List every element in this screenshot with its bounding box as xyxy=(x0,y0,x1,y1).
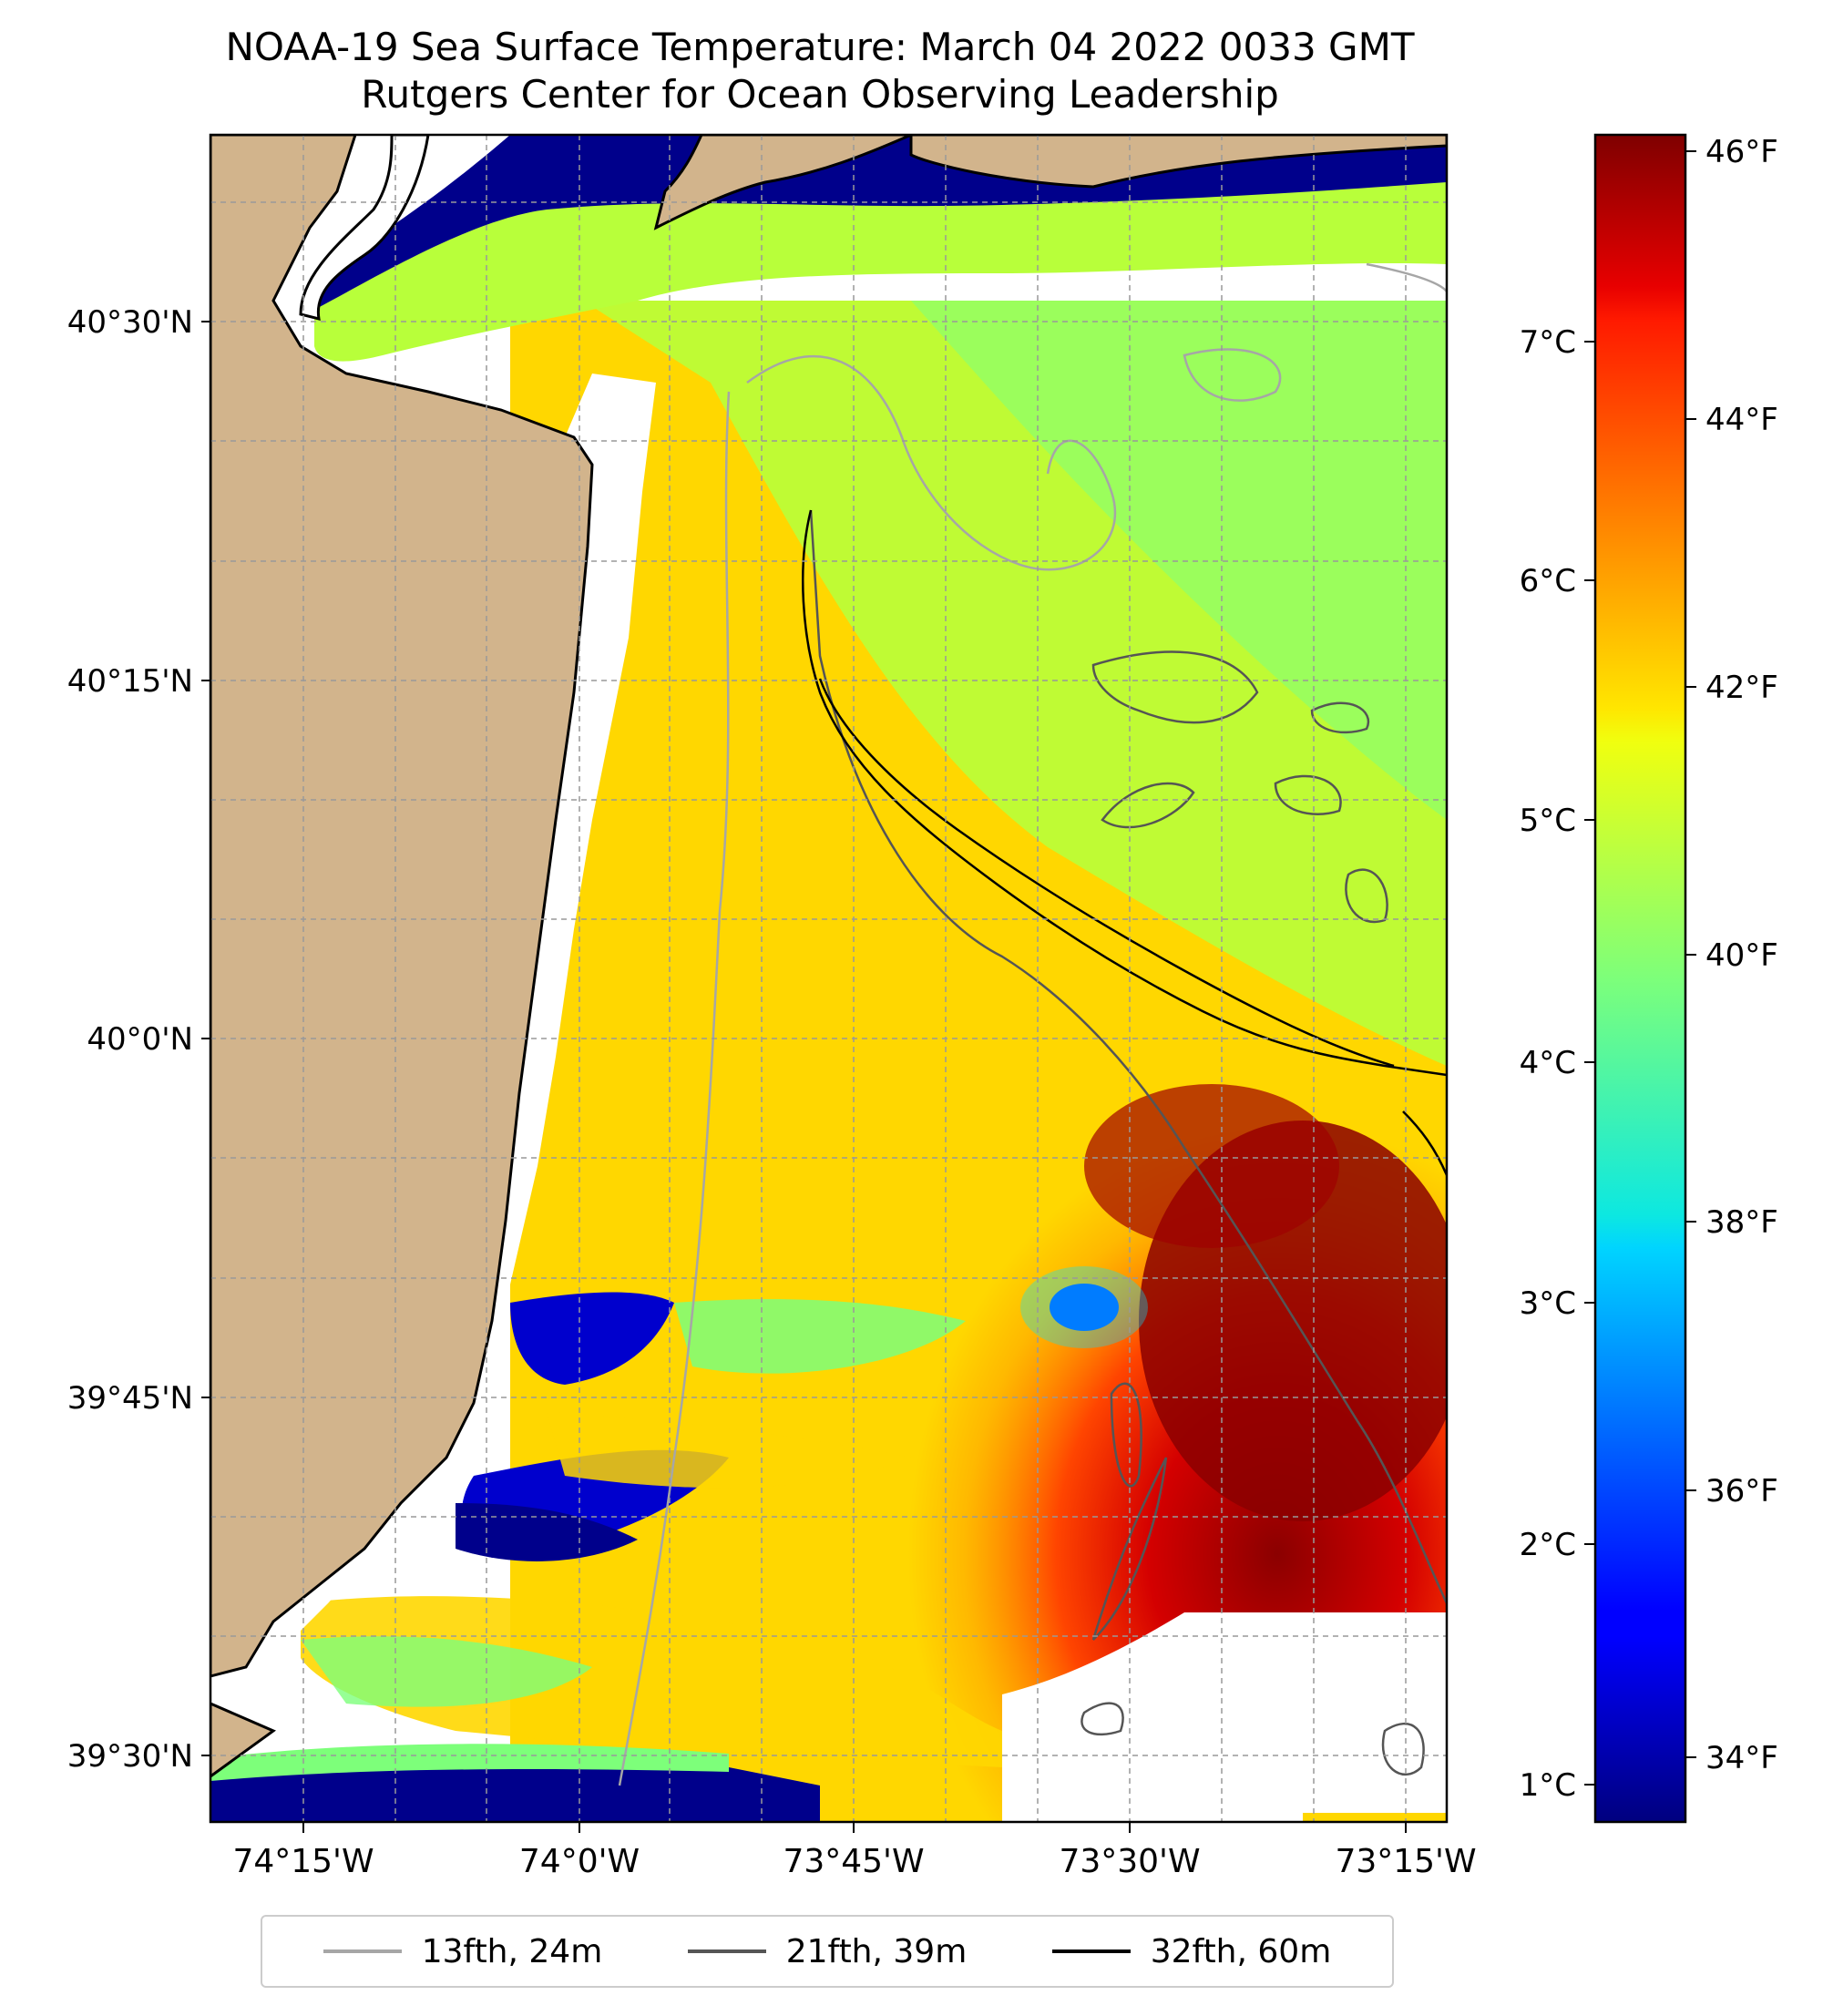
fahrenheit-label: 44°F xyxy=(1705,402,1778,438)
colorbar-fahrenheit-ticks xyxy=(1685,150,1696,1758)
lon-labels: 74°15'W 74°0'W 73°45'W 73°30'W 73°15'W xyxy=(232,1843,1476,1880)
legend-label: 13fth, 24m xyxy=(421,1932,603,1970)
colorbar-celsius-labels: 7°C 6°C 5°C 4°C 3°C 2°C 1°C xyxy=(1520,324,1576,1804)
map-panel xyxy=(210,135,1447,1822)
isobath-21fth xyxy=(809,509,1447,1604)
cold-filament xyxy=(510,1292,674,1385)
no-data-area xyxy=(1002,1612,1447,1822)
map-title: NOAA-19 Sea Surface Temperature: March 0… xyxy=(225,25,1415,69)
lat-label: 39°45'N xyxy=(67,1380,193,1417)
land-new-jersey xyxy=(210,135,594,1678)
lat-label: 39°30'N xyxy=(67,1738,193,1775)
lon-label: 74°0'W xyxy=(519,1843,640,1880)
legend-item-21fth: 21fth, 39m xyxy=(687,1932,968,1970)
lat-label: 40°15'N xyxy=(67,663,193,700)
celsius-label: 7°C xyxy=(1520,324,1576,361)
map-subtitle: Rutgers Center for Ocean Observing Leade… xyxy=(361,72,1279,117)
graticule xyxy=(210,135,1447,1822)
lon-label: 73°45'W xyxy=(783,1843,924,1880)
lon-ticks xyxy=(302,1822,1407,1833)
lon-label: 73°15'W xyxy=(1335,1843,1476,1880)
lon-label: 74°15'W xyxy=(232,1843,374,1880)
fahrenheit-label: 46°F xyxy=(1705,134,1778,170)
celsius-label: 5°C xyxy=(1520,803,1576,839)
lat-labels: 40°30'N 40°15'N 40°0'N 39°45'N 39°30'N xyxy=(67,304,193,1775)
lat-label: 40°0'N xyxy=(87,1021,193,1058)
isobath-legend: 13fth, 24m 21fth, 39m 32fth, 60m xyxy=(261,1915,1394,1988)
fahrenheit-label: 40°F xyxy=(1705,937,1778,974)
colorbar xyxy=(1593,133,1687,1824)
legend-label: 21fth, 39m xyxy=(785,1932,968,1970)
lat-ticks xyxy=(201,321,210,1756)
fahrenheit-label: 38°F xyxy=(1705,1204,1778,1241)
celsius-label: 4°C xyxy=(1520,1045,1576,1081)
sst-north-band xyxy=(314,178,1447,362)
celsius-label: 2°C xyxy=(1520,1527,1576,1563)
legend-line-32fth xyxy=(1051,1949,1131,1953)
celsius-label: 1°C xyxy=(1520,1767,1576,1804)
colorbar-celsius-ticks xyxy=(1584,341,1595,1786)
lat-label: 40°30'N xyxy=(67,304,193,341)
lon-label: 73°30'W xyxy=(1059,1843,1200,1880)
isobath-13fth xyxy=(746,354,1117,571)
land-long-island xyxy=(653,135,912,230)
celsius-label: 6°C xyxy=(1520,563,1576,599)
legend-line-21fth xyxy=(687,1949,766,1953)
legend-item-32fth: 32fth, 60m xyxy=(1051,1932,1332,1970)
fahrenheit-label: 36°F xyxy=(1705,1473,1778,1509)
colorbar-fahrenheit-labels: 46°F 44°F 42°F 40°F 38°F 36°F 34°F xyxy=(1705,134,1778,1776)
legend-label: 32fth, 60m xyxy=(1150,1932,1332,1970)
sst-cold-south xyxy=(210,1756,820,1822)
fahrenheit-label: 34°F xyxy=(1705,1740,1778,1776)
map-frame xyxy=(209,133,1449,1824)
sst-cold-north xyxy=(314,135,1447,310)
legend-line-13fth xyxy=(323,1949,402,1953)
legend-item-13fth: 13fth, 24m xyxy=(323,1932,603,1970)
fahrenheit-label: 42°F xyxy=(1705,670,1778,706)
celsius-label: 3°C xyxy=(1520,1285,1576,1322)
